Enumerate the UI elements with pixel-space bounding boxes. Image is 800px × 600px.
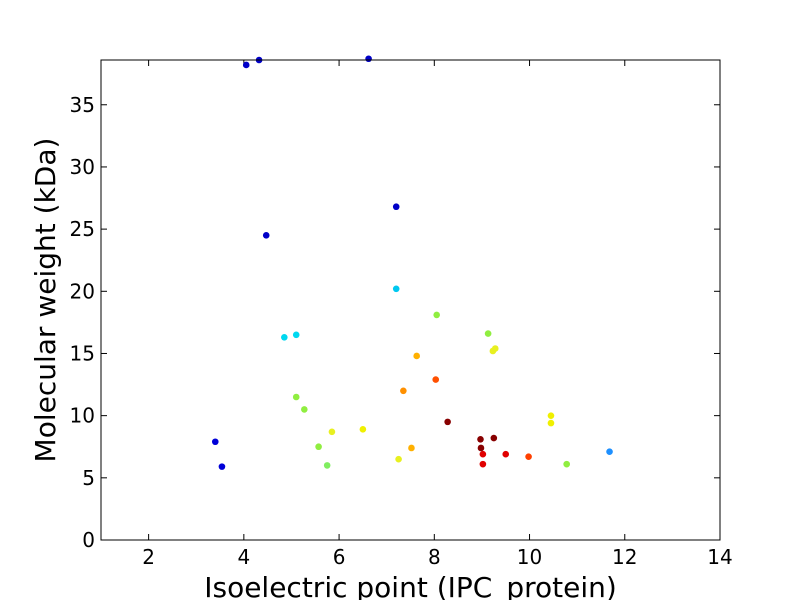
y-tick-label: 15	[70, 341, 95, 365]
y-tick-label: 20	[70, 279, 95, 303]
data-point	[281, 334, 288, 341]
x-axis-label: Isoelectric point (IPC_protein)	[204, 571, 617, 600]
data-point	[301, 406, 308, 413]
data-point	[211, 438, 219, 446]
data-point	[547, 412, 555, 419]
data-point	[547, 419, 555, 427]
data-point	[292, 331, 300, 339]
data-point	[444, 418, 451, 426]
y-tick-label: 5	[82, 466, 95, 490]
data-point	[408, 444, 415, 452]
data-point	[502, 450, 510, 458]
data-point	[315, 443, 322, 451]
data-points	[211, 55, 613, 470]
data-point	[433, 311, 440, 319]
data-point	[491, 345, 499, 352]
data-point	[392, 285, 400, 293]
data-point	[365, 55, 372, 63]
x-tick-label: 12	[612, 545, 637, 569]
data-point	[413, 352, 420, 360]
data-point	[479, 450, 487, 458]
data-point	[218, 463, 226, 470]
x-tick-label: 2	[142, 545, 155, 569]
data-point	[359, 426, 367, 433]
y-axis-label: Molecular weight (kDa)	[29, 138, 62, 463]
data-point	[328, 428, 336, 436]
y-tick-label: 25	[70, 217, 95, 241]
data-point	[400, 387, 407, 395]
x-tick-label: 4	[237, 545, 250, 569]
data-point	[484, 330, 492, 337]
data-point	[477, 444, 485, 452]
plot-frame	[100, 59, 721, 541]
x-tick-label: 8	[428, 545, 441, 569]
x-tick-label: 14	[707, 545, 732, 569]
y-tick-label: 0	[82, 528, 95, 552]
axis-ticks: 2 4 6 8 10 12 14 0 5 10 15 20 25 30 35	[70, 60, 733, 569]
data-point	[563, 460, 570, 468]
plot-background	[101, 60, 720, 540]
data-point	[292, 393, 300, 401]
data-point	[395, 455, 402, 463]
x-tick-label: 10	[517, 545, 542, 569]
data-point	[323, 462, 331, 469]
y-tick-label: 30	[70, 155, 95, 179]
data-point	[479, 460, 487, 468]
data-point	[242, 61, 250, 69]
data-point	[490, 434, 498, 442]
x-tick-label: 6	[333, 545, 346, 569]
data-point	[606, 448, 613, 456]
data-point	[392, 203, 400, 211]
data-point	[262, 232, 270, 239]
data-point	[525, 453, 532, 460]
y-tick-label: 10	[70, 404, 95, 428]
data-point	[477, 435, 484, 443]
data-point	[432, 376, 440, 383]
y-tick-label: 35	[70, 93, 95, 117]
